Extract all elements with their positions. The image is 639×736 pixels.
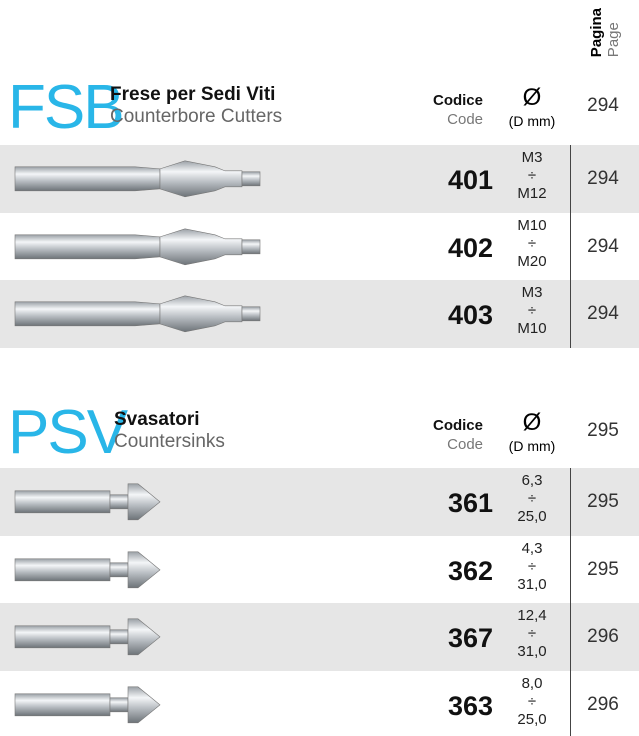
- row-page: 294: [578, 168, 628, 190]
- page-label-en: Page: [605, 22, 622, 57]
- tool-image: [10, 145, 280, 213]
- column-d-unit: (D mm): [502, 438, 562, 454]
- column-code-it: Codice: [403, 92, 483, 109]
- diameter-max: M12: [502, 185, 562, 202]
- page-label-it: Pagina: [588, 8, 605, 57]
- product-code: 367: [413, 623, 493, 654]
- row-page: 296: [578, 626, 628, 648]
- diameter-separator: ÷: [502, 490, 562, 507]
- row-page: 296: [578, 694, 628, 716]
- tool-image: [10, 603, 280, 671]
- column-code-en: Code: [403, 111, 483, 128]
- section-page: 295: [578, 420, 628, 442]
- product-code: 363: [413, 691, 493, 722]
- tool-image: [10, 536, 280, 604]
- product-code: 403: [413, 300, 493, 331]
- diameter-min: M10: [502, 217, 562, 234]
- diameter-max: 31,0: [502, 576, 562, 593]
- product-code: 362: [413, 556, 493, 587]
- row-page: 294: [578, 236, 628, 258]
- section-code: FSB: [8, 77, 123, 139]
- column-d-unit: (D mm): [502, 113, 562, 129]
- row-page: 294: [578, 303, 628, 325]
- diameter-separator: ÷: [502, 167, 562, 184]
- diameter-min: 8,0: [502, 675, 562, 692]
- diameter-max: 25,0: [502, 711, 562, 728]
- diameter-separator: ÷: [502, 235, 562, 252]
- diameter-separator: ÷: [502, 693, 562, 710]
- diameter-min: 4,3: [502, 540, 562, 557]
- row-page: 295: [578, 559, 628, 581]
- row-page: 295: [578, 491, 628, 513]
- column-d-symbol: Ø: [502, 411, 562, 435]
- section-title-it: Svasatori: [114, 409, 200, 430]
- product-code: 361: [413, 488, 493, 519]
- diameter-separator: ÷: [502, 558, 562, 575]
- section-title-it: Frese per Sedi Viti: [110, 84, 275, 105]
- diameter-min: 12,4: [502, 607, 562, 624]
- diameter-max: M20: [502, 253, 562, 270]
- column-code-en: Code: [403, 436, 483, 453]
- section-page: 294: [578, 95, 628, 117]
- diameter-min: M3: [502, 149, 562, 166]
- column-code-it: Codice: [403, 417, 483, 434]
- diameter-min: M3: [502, 284, 562, 301]
- tool-image: [10, 468, 280, 536]
- diameter-separator: ÷: [502, 625, 562, 642]
- column-d-symbol: Ø: [502, 86, 562, 110]
- tool-image: [10, 280, 280, 348]
- diameter-separator: ÷: [502, 302, 562, 319]
- column-divider: [570, 145, 571, 348]
- diameter-min: 6,3: [502, 472, 562, 489]
- product-code: 401: [413, 165, 493, 196]
- diameter-max: 25,0: [502, 508, 562, 525]
- catalog-page: PaginaPage FSBFrese per Sedi VitiCounter…: [0, 0, 639, 736]
- diameter-max: M10: [502, 320, 562, 337]
- tool-image: [10, 213, 280, 281]
- section-title-en: Countersinks: [114, 431, 225, 452]
- product-code: 402: [413, 233, 493, 264]
- tool-image: [10, 671, 280, 736]
- section-title-en: Counterbore Cutters: [110, 106, 282, 127]
- section-code: PSV: [8, 402, 126, 464]
- column-divider: [570, 468, 571, 736]
- diameter-max: 31,0: [502, 643, 562, 660]
